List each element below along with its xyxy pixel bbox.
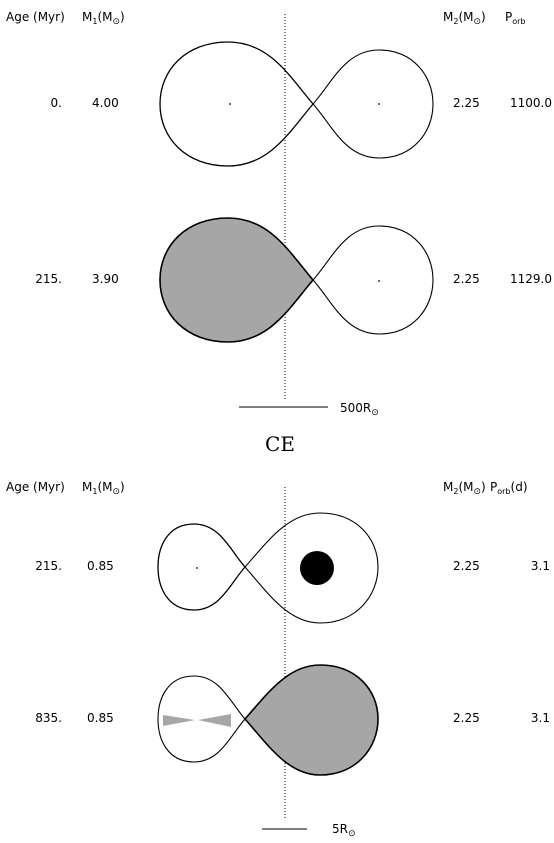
m1-value: 3.90 — [92, 272, 119, 286]
age-value: 215. — [35, 559, 62, 573]
m1-header: M1(M⊙) — [82, 480, 125, 497]
m2-header: M2(M⊙) — [443, 480, 486, 497]
m2-value: 2.25 — [453, 559, 480, 573]
secondary-roche-lobe-filled — [243, 664, 379, 776]
scale-bar-label: 500R⊙ — [340, 401, 379, 418]
secondary-center-dot — [378, 280, 380, 282]
secondary-roche-lobe — [244, 512, 379, 624]
porb-header: Porb — [505, 10, 526, 26]
porb-value: 3.1 — [530, 559, 550, 573]
porb-value: 1100.0 — [510, 96, 552, 110]
secondary-center-dot — [378, 103, 380, 105]
primary-roche-lobe — [157, 675, 246, 763]
secondary-roche-lobe — [312, 49, 434, 159]
age-header: Age (Myr) — [6, 10, 65, 24]
m2-value: 2.25 — [453, 272, 480, 286]
common-envelope-label: CE — [265, 432, 295, 456]
primary-center-dot — [229, 103, 231, 105]
m1-value: 0.85 — [87, 711, 114, 725]
primary-roche-lobe — [157, 523, 246, 611]
compact-star — [300, 551, 334, 585]
m2-value: 2.25 — [453, 96, 480, 110]
age-value: 835. — [35, 711, 62, 725]
m2-value: 2.25 — [453, 711, 480, 725]
primary-roche-lobe — [159, 41, 314, 167]
age-header: Age (Myr) — [6, 480, 65, 494]
m1-header: M1(M⊙) — [82, 10, 125, 27]
secondary-roche-lobe — [312, 225, 434, 335]
accretion-disk — [163, 714, 231, 727]
primary-center-dot — [196, 567, 198, 569]
m1-value: 0.85 — [87, 559, 114, 573]
age-value: 215. — [35, 272, 62, 286]
m2-header: M2(M⊙) — [443, 10, 486, 27]
primary-roche-lobe-filled — [159, 217, 315, 343]
porb-header: Porb(d) — [490, 480, 528, 496]
porb-value: 3.1 — [530, 711, 550, 725]
m1-value: 4.00 — [92, 96, 119, 110]
age-value: 0. — [50, 96, 62, 110]
scale-bar-label: 5R⊙ — [332, 822, 356, 839]
porb-value: 1129.0 — [510, 272, 552, 286]
